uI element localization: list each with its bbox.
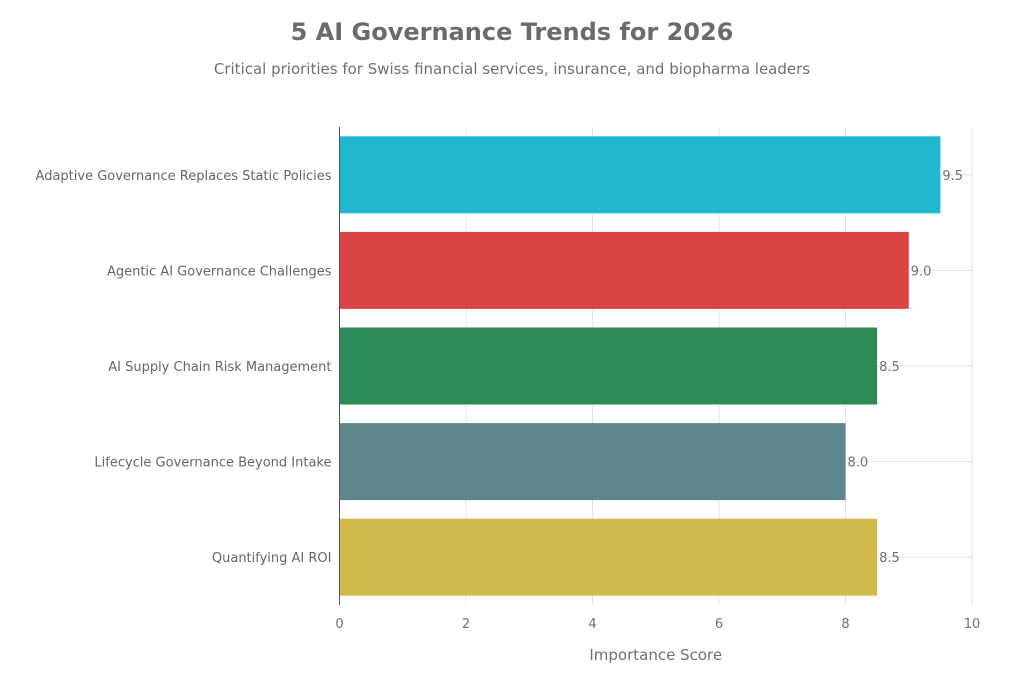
x-tick-label: 4 [588, 617, 596, 632]
x-tick-label: 8 [841, 617, 849, 632]
bar [339, 327, 878, 405]
category-label: Agentic AI Governance Challenges [107, 264, 332, 279]
x-tick-label: 6 [715, 617, 723, 632]
data-label: 8.5 [879, 360, 900, 375]
chart-title: 5 AI Governance Trends for 2026 [290, 18, 734, 46]
x-axis-title: Importance Score [589, 646, 722, 664]
category-label: AI Supply Chain Risk Management [108, 360, 331, 375]
data-label: 9.0 [911, 264, 932, 279]
x-tick-label: 10 [964, 617, 981, 632]
data-label: 8.5 [879, 551, 900, 566]
data-label: 9.5 [942, 169, 963, 184]
x-tick-label: 0 [335, 617, 343, 632]
category-label: Lifecycle Governance Beyond Intake [94, 456, 331, 471]
bar [339, 518, 878, 596]
bar [339, 231, 909, 309]
category-label: Adaptive Governance Replaces Static Poli… [36, 169, 332, 184]
data-label: 8.0 [848, 456, 869, 471]
bar [339, 423, 846, 501]
x-tick-label: 2 [462, 617, 470, 632]
chart-subtitle: Critical priorities for Swiss financial … [213, 60, 811, 78]
category-label: Quantifying AI ROI [212, 551, 332, 566]
bar [339, 136, 941, 214]
